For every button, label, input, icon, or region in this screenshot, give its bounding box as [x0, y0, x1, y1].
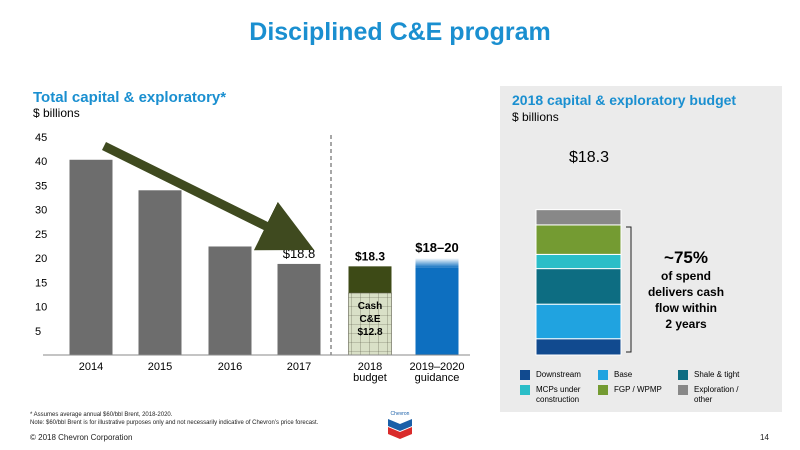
bar-budget-cash-label: C&E [359, 314, 380, 325]
bar [208, 246, 252, 355]
y-tick-label: 40 [35, 156, 47, 168]
y-tick-label: 10 [35, 302, 47, 314]
right-chart-subtitle: $ billions [512, 110, 559, 124]
footnote-line-2: Note: $60/bbl Brent is for illustrative … [30, 420, 319, 426]
bar-budget-cash-label: $12.8 [357, 327, 382, 338]
value-label-guidance: $18–20 [415, 240, 458, 255]
budget-total-label: $18.3 [568, 149, 610, 166]
left-chart-title: Total capital & exploratory* [33, 89, 227, 106]
x-tick-label: guidance [415, 372, 460, 384]
chevron-logo-icon [388, 419, 412, 439]
bar-budget-cash [348, 292, 392, 356]
legend-swatch [678, 385, 688, 395]
legend-mcps: MCPs under construction [520, 385, 580, 405]
x-tick-label: 2016 [218, 361, 242, 373]
footnote-line-1: * Assumes average annual $60/bbl Brent, … [30, 412, 173, 418]
legend-swatch [520, 385, 530, 395]
value-label-2017: $18.8 [283, 246, 316, 261]
y-tick-label: 35 [35, 180, 47, 192]
y-tick-label: 45 [35, 132, 47, 144]
y-tick-label: 5 [35, 326, 41, 338]
bar-budget-top [348, 266, 392, 293]
bar [69, 159, 113, 355]
legend-swatch [520, 370, 530, 380]
callout-line-2: delivers cash [647, 285, 725, 299]
bar-budget-cash-label: Cash [358, 301, 382, 312]
left-chart-subtitle: $ billions [33, 106, 80, 120]
y-tick-label: 20 [35, 253, 47, 265]
x-tick-label: budget [353, 372, 387, 384]
legend-label: Exploration / other [694, 385, 739, 404]
bar-guidance-range [415, 258, 459, 268]
copyright: © 2018 Chevron Corporation [30, 433, 133, 442]
footnote: * Assumes average annual $60/bbl Brent, … [30, 411, 318, 427]
legend-shale-tight: Shale & tight [678, 370, 739, 380]
y-tick-label: 30 [35, 205, 47, 217]
callout-line-3: flow within [655, 301, 717, 315]
left-bar-chart: 5 10 15 20 25 30 35 40 45 Cash C&E $12.8 2014 2015 2… [35, 132, 470, 384]
logo-wordmark: Chevron [390, 411, 410, 417]
x-tick-label: 2018 [358, 361, 382, 373]
legend-swatch [598, 370, 608, 380]
legend-label: Shale & tight [694, 370, 740, 379]
bar-guidance [415, 267, 459, 355]
x-tick-label: 2014 [79, 361, 103, 373]
legend-label: MCPs under construction [536, 385, 581, 404]
x-tick-label: 2019–2020 [409, 361, 464, 373]
legend-swatch [678, 370, 688, 380]
legend-label: Base [614, 370, 633, 379]
x-tick-label: 2015 [148, 361, 172, 373]
bar [138, 190, 182, 355]
callout-text: ~75% of spend delivers cash flow within … [636, 248, 736, 332]
callout-percent: ~75% [664, 248, 708, 267]
legend-swatch [598, 385, 608, 395]
page-title: Disciplined C&E program [249, 18, 551, 46]
y-tick-label: 15 [35, 277, 47, 289]
legend-fgp: FGP / WPMP [598, 385, 662, 395]
callout-line-1: of spend [661, 269, 711, 283]
legend-label: FGP / WPMP [614, 385, 662, 394]
right-chart-title: 2018 capital & exploratory budget [512, 92, 737, 108]
y-tick-label: 25 [35, 229, 47, 241]
x-tick-label: 2017 [287, 361, 311, 373]
bar [277, 263, 321, 355]
trend-arrow [102, 141, 315, 251]
legend-base: Base [598, 370, 632, 380]
legend-exploration: Exploration / other [678, 385, 738, 405]
callout-line-4: 2 years [665, 317, 707, 331]
value-label-2018: $18.3 [355, 249, 385, 263]
legend-label: Downstream [536, 370, 581, 379]
legend-downstream: Downstream [520, 370, 581, 380]
page-number: 14 [760, 433, 769, 442]
